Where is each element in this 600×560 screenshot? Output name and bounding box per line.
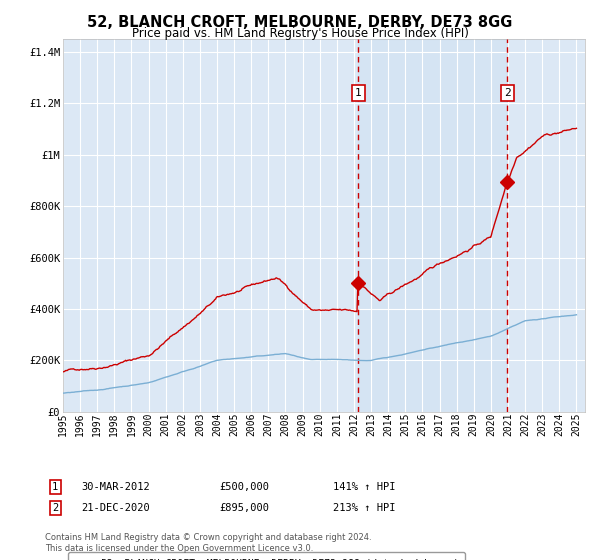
Text: Contains HM Land Registry data © Crown copyright and database right 2024.
This d: Contains HM Land Registry data © Crown c… bbox=[45, 533, 371, 553]
Text: 141% ↑ HPI: 141% ↑ HPI bbox=[333, 482, 395, 492]
Text: 1: 1 bbox=[355, 88, 361, 98]
Text: 213% ↑ HPI: 213% ↑ HPI bbox=[333, 503, 395, 513]
Text: 52, BLANCH CROFT, MELBOURNE, DERBY, DE73 8GG: 52, BLANCH CROFT, MELBOURNE, DERBY, DE73… bbox=[88, 15, 512, 30]
Text: 1: 1 bbox=[52, 482, 58, 492]
Text: 2: 2 bbox=[52, 503, 58, 513]
Text: £895,000: £895,000 bbox=[219, 503, 269, 513]
Text: £500,000: £500,000 bbox=[219, 482, 269, 492]
Legend: 52, BLANCH CROFT, MELBOURNE, DERBY, DE73 8GG (detached house), HPI: Average pric: 52, BLANCH CROFT, MELBOURNE, DERBY, DE73… bbox=[68, 552, 465, 560]
Text: 2: 2 bbox=[504, 88, 511, 98]
Text: 21-DEC-2020: 21-DEC-2020 bbox=[81, 503, 150, 513]
Bar bbox=[358, 39, 508, 412]
Text: 30-MAR-2012: 30-MAR-2012 bbox=[81, 482, 150, 492]
Text: Price paid vs. HM Land Registry's House Price Index (HPI): Price paid vs. HM Land Registry's House … bbox=[131, 27, 469, 40]
